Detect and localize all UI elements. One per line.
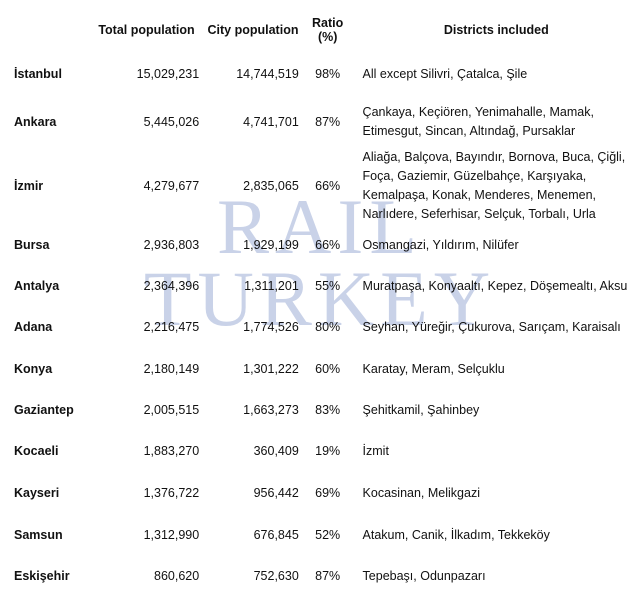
table-row: Konya 2,180,149 1,301,222 60% Karatay, Meram… <box>14 348 640 390</box>
header-total-population: Total population <box>98 23 195 37</box>
header-districts: Districts included <box>443 23 549 37</box>
districts-included: Çankaya, Keçiören, Yenimahalle, Mamak, E… <box>362 105 594 138</box>
table-row: Kayseri 1,376,722 956,442 69% Kocasinan, Mel… <box>14 472 640 514</box>
city-population: 2,835,065 <box>243 179 299 193</box>
header-city <box>14 8 94 52</box>
city-name: Kocaeli <box>14 444 59 458</box>
districts-included: Osmangazi, Yıldırım, Nilüfer <box>362 237 519 252</box>
table-row: Adana 2,216,475 1,774,526 80% Seyhan, Yüreği… <box>14 306 640 348</box>
city-name: Adana <box>14 320 53 334</box>
table-row: İzmir 4,279,677 2,835,065 66% Aliağa, Balçov… <box>14 148 640 224</box>
city-name: Eskişehir <box>14 569 70 583</box>
ratio-percent: 66% <box>315 179 341 193</box>
districts-included: Tepebaşı, Odunpazarı <box>362 568 486 583</box>
districts-included: All except Silivri, Çatalca, Şile <box>362 66 528 81</box>
city-population: 14,744,519 <box>236 67 299 81</box>
total-population: 2,216,475 <box>143 320 200 334</box>
districts-included: Atakum, Canik, İlkadım, Tekkeköy <box>362 527 550 542</box>
header-city-population: City population <box>207 23 299 37</box>
city-population: 1,929,199 <box>243 238 299 252</box>
ratio-percent: 83% <box>315 403 341 417</box>
city-name: İzmir <box>14 179 44 193</box>
districts-included: Muratpaşa, Konyaaltı, Kepez, Döşemealtı,… <box>362 278 628 293</box>
city-name: Antalya <box>14 279 60 293</box>
ratio-percent: 52% <box>315 528 341 542</box>
districts-included: Aliağa, Balçova, Bayındır, Bornova, Buca… <box>362 150 626 221</box>
city-name: Kayseri <box>14 486 60 500</box>
total-population: 2,180,149 <box>143 362 200 376</box>
total-population: 1,376,722 <box>143 486 200 500</box>
ratio-percent: 60% <box>315 362 341 376</box>
ratio-percent: 98% <box>315 67 341 81</box>
total-population: 2,005,515 <box>143 403 200 417</box>
city-population: 676,845 <box>253 528 299 542</box>
total-population: 15,029,231 <box>136 67 200 81</box>
ratio-percent: 55% <box>315 279 341 293</box>
table-row: Eskişehir 860,620 752,630 87% Tepebaşı, Odun… <box>14 556 640 596</box>
city-population: 956,442 <box>253 486 299 500</box>
ratio-percent: 80% <box>315 320 341 334</box>
city-population: 4,741,701 <box>243 115 299 129</box>
ratio-percent: 87% <box>315 115 341 129</box>
table-row: Samsun 1,312,990 676,845 52% Atakum, Canik, … <box>14 514 640 556</box>
population-table: Total population City population Ratio (… <box>14 8 640 596</box>
city-population: 1,311,201 <box>244 279 299 293</box>
table-row: Ankara 5,445,026 4,741,701 87% Çankaya, Keçi… <box>14 96 640 148</box>
city-name: Konya <box>14 362 53 376</box>
city-name: Samsun <box>14 528 63 542</box>
districts-included: İzmit <box>362 443 389 458</box>
table-header-row: Total population City population Ratio (… <box>14 8 640 52</box>
city-population: 1,663,273 <box>243 403 299 417</box>
header-ratio: Ratio (%) <box>312 16 344 44</box>
total-population: 860,620 <box>154 569 200 583</box>
city-population: 1,774,526 <box>243 320 299 334</box>
districts-included: Seyhan, Yüreğir, Çukurova, Sarıçam, Kara… <box>362 319 621 334</box>
districts-included: Karatay, Meram, Selçuklu <box>362 361 505 376</box>
city-population: 752,630 <box>253 569 299 583</box>
table-row: Bursa 2,936,803 1,929,199 66% Osmangazi, Yıl… <box>14 224 640 266</box>
districts-included: Şehitkamil, Şahinbey <box>362 402 480 417</box>
total-population: 2,936,803 <box>143 238 200 252</box>
ratio-percent: 19% <box>315 444 341 458</box>
total-population: 1,883,270 <box>143 444 200 458</box>
city-name: Bursa <box>14 238 50 252</box>
ratio-percent: 87% <box>315 569 341 583</box>
ratio-percent: 66% <box>315 238 341 252</box>
city-name: Gaziantep <box>14 403 74 417</box>
total-population: 5,445,026 <box>143 115 200 129</box>
districts-included: Kocasinan, Melikgazi <box>362 485 480 500</box>
city-name: İstanbul <box>14 67 62 81</box>
total-population: 4,279,677 <box>143 179 200 193</box>
table-row: Gaziantep 2,005,515 1,663,273 83% Şehitkamil… <box>14 390 640 430</box>
total-population: 1,312,990 <box>143 528 200 542</box>
total-population: 2,364,396 <box>143 279 200 293</box>
table-row: Kocaeli 1,883,270 360,409 19% İzmit <box>14 430 640 472</box>
city-name: Ankara <box>14 115 57 129</box>
city-population: 360,409 <box>253 444 299 458</box>
table-row: Antalya 2,364,396 1,311,201 55% Muratpaşa, K… <box>14 266 640 306</box>
table-row: İstanbul 15,029,231 14,744,519 98% All excep… <box>14 52 640 96</box>
city-population: 1,301,222 <box>243 362 299 376</box>
ratio-percent: 69% <box>315 486 341 500</box>
